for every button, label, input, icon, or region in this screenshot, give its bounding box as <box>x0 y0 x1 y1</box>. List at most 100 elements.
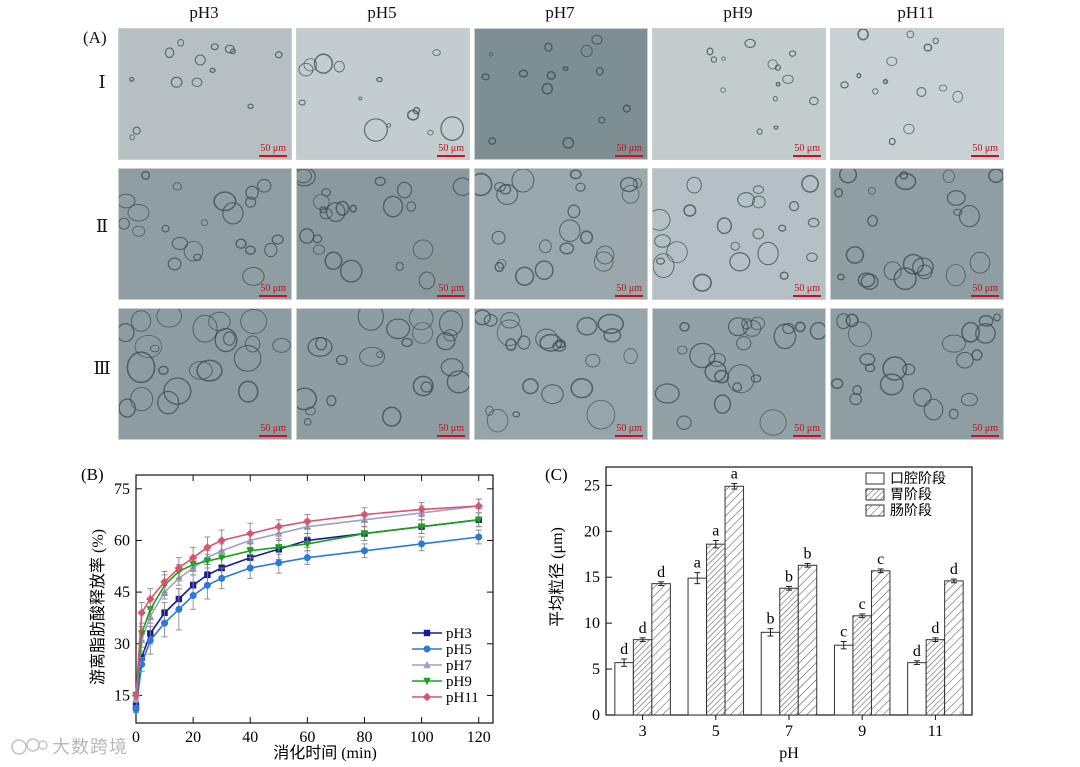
droplet-shape <box>436 332 456 351</box>
droplet-shape <box>119 193 136 209</box>
chart-b-xtick-label: 40 <box>242 729 258 746</box>
droplet-shape <box>264 242 278 258</box>
droplet-shape <box>857 272 876 288</box>
droplet-shape <box>150 344 160 353</box>
droplet-shape <box>500 312 520 329</box>
droplet-shape <box>412 239 434 260</box>
droplet-shape <box>860 273 879 290</box>
droplet-shape <box>779 271 789 280</box>
significance-letter: b <box>785 568 793 585</box>
droplet-shape <box>512 411 521 418</box>
data-point-ph5 <box>218 574 226 582</box>
droplet-shape <box>244 245 256 255</box>
droplet-shape <box>988 169 1003 184</box>
droplet-shape <box>899 170 909 180</box>
chart-b-xtick-label: 20 <box>185 729 201 746</box>
droplet-shape <box>708 352 726 367</box>
droplet-shape <box>481 73 490 81</box>
significance-letter: a <box>712 522 719 539</box>
data-point-ph9 <box>303 540 312 549</box>
micrograph-r1-c5: 50 μm <box>830 28 1004 160</box>
droplet-shape <box>840 81 849 89</box>
droplet-shape <box>319 208 333 220</box>
droplet-shape <box>741 318 753 330</box>
droplet-shape <box>867 186 876 195</box>
scale-bar: 50 μm <box>615 424 643 437</box>
droplet-shape <box>129 76 135 82</box>
data-point-ph5 <box>175 605 183 613</box>
series-ph7 <box>132 498 483 703</box>
droplet-shape <box>872 88 879 95</box>
droplet-shape <box>623 348 638 365</box>
droplet-shape <box>737 192 756 208</box>
chart-b-xtick-label: 100 <box>410 729 434 746</box>
droplet-shape <box>242 266 265 286</box>
data-point-ph11 <box>274 522 283 531</box>
droplet-shape <box>514 266 535 286</box>
droplet-shape <box>882 78 889 85</box>
droplet-shape <box>727 317 749 337</box>
droplet-shape <box>127 204 150 222</box>
droplet-shape <box>834 187 844 198</box>
series-line-ph7 <box>135 505 479 699</box>
droplet-shape <box>326 395 337 407</box>
data-point-ph5 <box>275 559 283 567</box>
droplet-shape <box>759 409 787 436</box>
chart-c-xtick-label: 11 <box>928 723 943 740</box>
droplet-shape <box>386 123 392 128</box>
droplet-shape <box>595 66 604 76</box>
chart-c-ytick-label: 0 <box>592 707 600 724</box>
scale-bar-line <box>971 295 999 297</box>
droplet-shape <box>172 182 182 191</box>
series-line-ph9 <box>135 519 479 696</box>
legend-label-ph5: pH5 <box>446 642 472 658</box>
scale-bar-line <box>793 155 821 157</box>
droplet-shape <box>794 321 806 333</box>
significance-letter: d <box>950 561 958 578</box>
scale-bar-label: 50 μm <box>794 143 820 154</box>
row-label-3: Ⅲ <box>93 358 111 378</box>
droplet-shape <box>562 136 575 149</box>
droplet-shape <box>906 30 915 39</box>
micrograph-droplets <box>297 309 469 427</box>
scale-bar-line <box>971 155 999 157</box>
droplet-shape <box>852 384 863 396</box>
droplet-shape <box>666 241 688 264</box>
droplet-shape <box>773 125 779 130</box>
micrograph-r1-c3: 50 μm <box>474 28 648 160</box>
panel-b-label: (B) <box>81 465 104 484</box>
droplet-shape <box>882 356 908 381</box>
data-point-ph5 <box>132 705 140 713</box>
droplet-shape <box>576 317 598 336</box>
bar-1-ph3 <box>614 662 634 716</box>
bar-2-ph11 <box>925 639 946 716</box>
scale-bar-label: 50 μm <box>260 143 286 154</box>
droplet-shape <box>339 259 363 283</box>
droplet-shape <box>357 309 384 331</box>
droplet-shape <box>775 81 781 87</box>
droplet-shape <box>223 331 236 346</box>
droplet-shape <box>488 137 497 145</box>
droplet-shape <box>297 387 318 411</box>
droplet-shape <box>595 245 615 265</box>
chart-b-ytick-label: 45 <box>114 584 130 601</box>
legend-label-1: 口腔阶段 <box>890 471 946 487</box>
droplet-shape <box>298 99 306 106</box>
droplet-shape <box>952 90 964 103</box>
data-point-ph11 <box>217 536 226 545</box>
droplet-shape <box>894 172 917 191</box>
chart-b-ylabel: 游离脂肪酸释放率 (%) <box>89 529 107 685</box>
droplet-shape <box>499 184 512 195</box>
droplet-shape <box>420 381 433 393</box>
scale-bar: 50 μm <box>971 424 999 437</box>
droplet-shape <box>836 313 851 330</box>
droplet-shape <box>752 228 765 240</box>
droplet-shape <box>156 309 182 328</box>
droplet-shape <box>297 169 316 187</box>
series-line-ph5 <box>135 536 479 710</box>
droplet-shape <box>559 242 575 255</box>
droplet-shape <box>757 241 779 266</box>
data-point-ph11 <box>246 529 255 538</box>
micrograph-r3-c2: 50 μm <box>296 308 470 440</box>
droplet-shape <box>134 334 163 359</box>
